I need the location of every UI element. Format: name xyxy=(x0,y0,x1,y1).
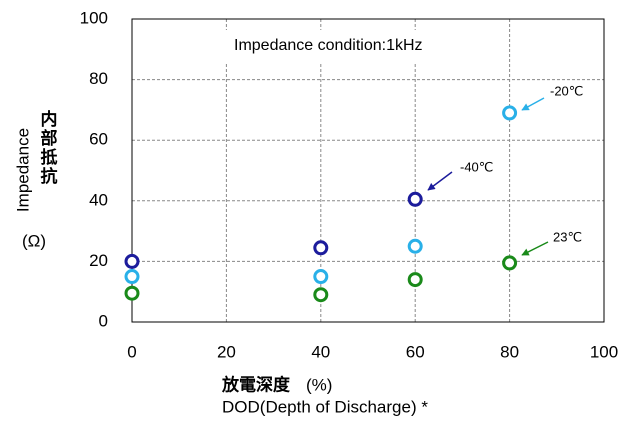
x-axis-unit: (%) xyxy=(306,375,332,394)
annotation: Impedance condition:1kHz xyxy=(234,37,423,54)
point xyxy=(124,269,140,285)
x-tick-label: 0 xyxy=(127,342,136,361)
arrow xyxy=(521,97,545,111)
series-label: -40℃ xyxy=(460,159,493,174)
y-tick-label: 60 xyxy=(89,130,108,149)
x-tick-label: 80 xyxy=(500,342,519,361)
point xyxy=(502,255,518,271)
point xyxy=(124,253,140,269)
point xyxy=(407,272,423,288)
x-tick-label: 40 xyxy=(311,342,330,361)
y-tick-label: 80 xyxy=(89,69,108,88)
point xyxy=(407,191,423,207)
y-tick-label: 20 xyxy=(89,251,108,270)
series-label: 23℃ xyxy=(553,229,582,244)
x-axis-label: DOD(Depth of Discharge) * xyxy=(222,397,428,416)
point xyxy=(313,269,329,285)
y-tick-label: 100 xyxy=(80,8,108,27)
x-tick-label: 20 xyxy=(217,342,236,361)
y-tick-label: 40 xyxy=(89,190,108,209)
y-axis-label: Impedance xyxy=(13,128,32,212)
point xyxy=(313,287,329,303)
grid xyxy=(131,18,605,323)
point xyxy=(313,240,329,256)
point xyxy=(407,238,423,254)
x-tick-label: 60 xyxy=(406,342,425,361)
y-tick-label: 0 xyxy=(99,311,108,330)
plot-frame xyxy=(131,18,605,323)
point xyxy=(502,105,518,121)
x-axis-label-jp: 放電深度 xyxy=(221,374,291,394)
y-axis-label-jp: 内部抵抗 xyxy=(38,109,58,186)
point xyxy=(124,285,140,301)
arrow xyxy=(427,171,453,191)
x-tick-label: 100 xyxy=(590,342,618,361)
y-axis-unit: (Ω) xyxy=(22,231,46,250)
annotation-box xyxy=(225,30,507,62)
series-label: -20℃ xyxy=(550,83,583,98)
arrow xyxy=(521,241,549,256)
